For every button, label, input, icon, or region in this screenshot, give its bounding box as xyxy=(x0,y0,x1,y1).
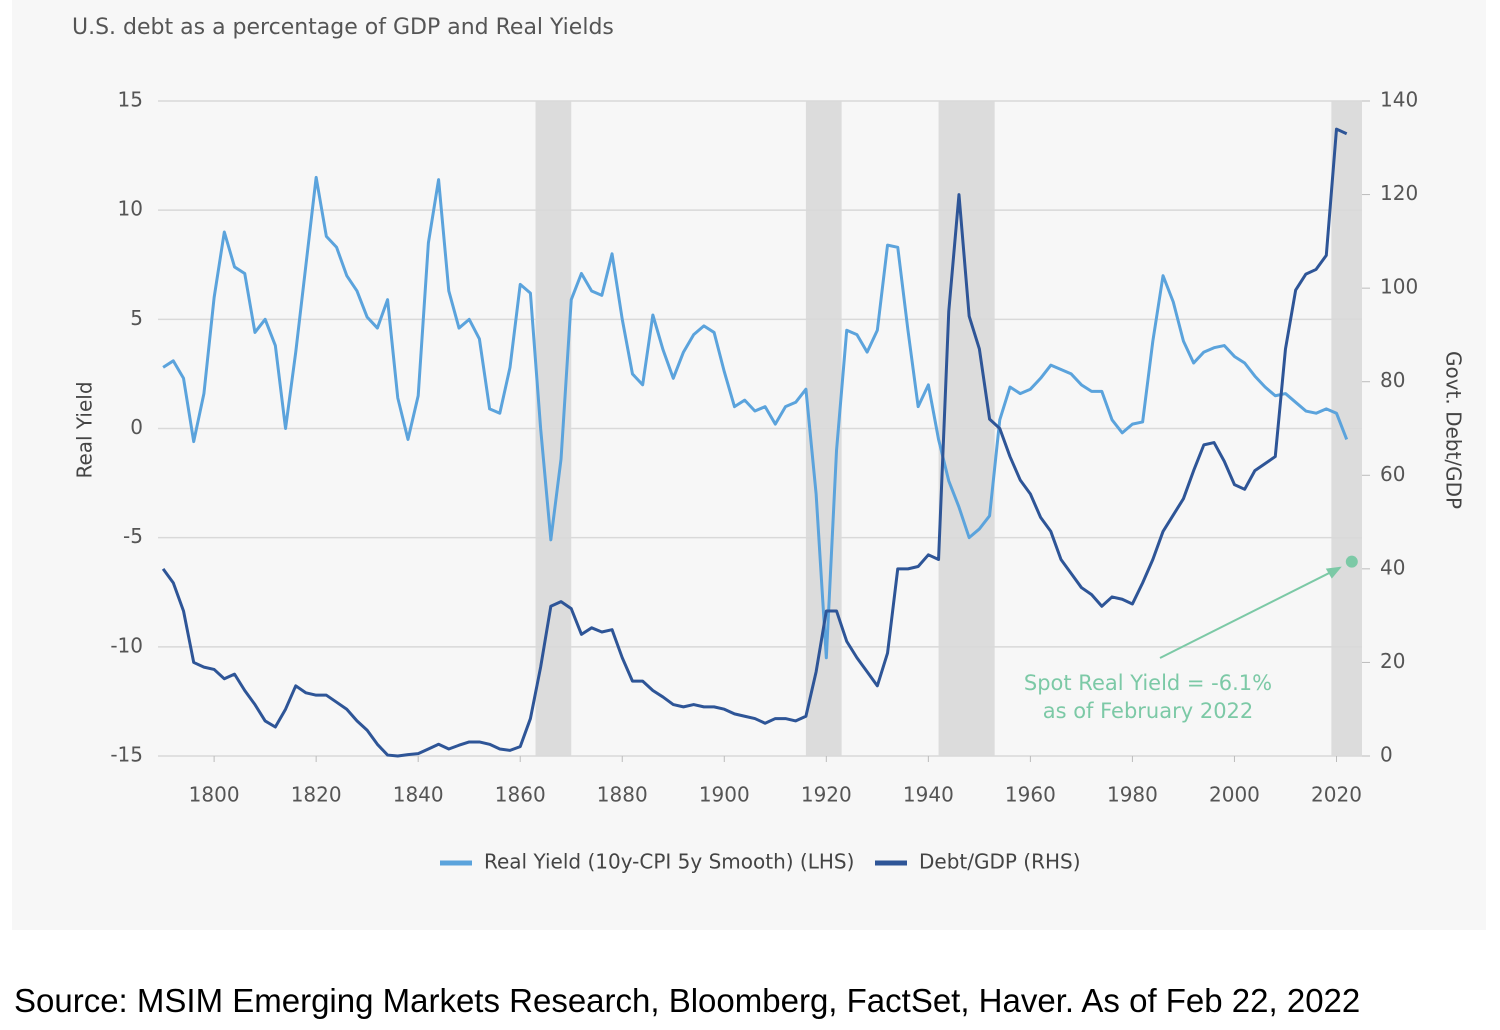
y-tick-label: -5 xyxy=(123,524,143,548)
x-tick-label: 2020 xyxy=(1311,783,1362,807)
annotation-text: Spot Real Yield = -6.1% xyxy=(1024,671,1272,695)
y2-tick-label: 40 xyxy=(1380,555,1405,579)
legend-label: Real Yield (10y-CPI 5y Smooth) (LHS) xyxy=(484,850,854,874)
y-tick-label: -10 xyxy=(110,633,143,657)
y-tick-label: 5 xyxy=(130,306,143,330)
y2-tick-label: 100 xyxy=(1380,275,1418,299)
y2-tick-label: 60 xyxy=(1380,462,1405,486)
series-line xyxy=(162,175,1349,660)
source-note: Source: MSIM Emerging Markets Research, … xyxy=(14,982,1361,1019)
legend-label: Debt/GDP (RHS) xyxy=(919,850,1081,874)
y2-axis-label: Govt. Debt/GDP xyxy=(1442,351,1466,509)
x-tick-label: 1900 xyxy=(699,783,750,807)
x-tick-label: 1840 xyxy=(393,783,444,807)
y-tick-label: -15 xyxy=(110,743,143,767)
y2-tick-label: 120 xyxy=(1380,181,1418,205)
y-axis-label: Real Yield xyxy=(73,381,97,478)
x-tick-label: 1960 xyxy=(1005,783,1056,807)
x-tick-label: 2000 xyxy=(1209,783,1260,807)
chart-background xyxy=(12,0,1486,930)
annotation-arrowhead xyxy=(1325,566,1342,579)
annotation-text: as of February 2022 xyxy=(1043,699,1254,723)
annotation-arrow xyxy=(1159,566,1341,659)
x-tick-label: 1800 xyxy=(189,783,240,807)
x-tick-label: 1940 xyxy=(903,783,954,807)
y2-tick-label: 140 xyxy=(1380,88,1418,112)
y-tick-label: 10 xyxy=(118,197,143,221)
x-tick-label: 1920 xyxy=(801,783,852,807)
y2-tick-label: 20 xyxy=(1380,649,1405,673)
y-tick-label: 15 xyxy=(118,88,143,112)
y2-tick-label: 80 xyxy=(1380,368,1405,392)
x-tick-label: 1860 xyxy=(495,783,546,807)
y-tick-label: 0 xyxy=(130,415,143,439)
x-tick-label: 1980 xyxy=(1107,783,1158,807)
x-tick-label: 1880 xyxy=(597,783,648,807)
chart: U.S. debt as a percentage of GDP and Rea… xyxy=(12,0,1486,930)
x-tick-label: 1820 xyxy=(291,783,342,807)
series-line xyxy=(161,127,1348,758)
annotation-point xyxy=(1345,555,1358,568)
chart-title: U.S. debt as a percentage of GDP and Rea… xyxy=(72,15,614,40)
y2-tick-label: 0 xyxy=(1380,743,1393,767)
